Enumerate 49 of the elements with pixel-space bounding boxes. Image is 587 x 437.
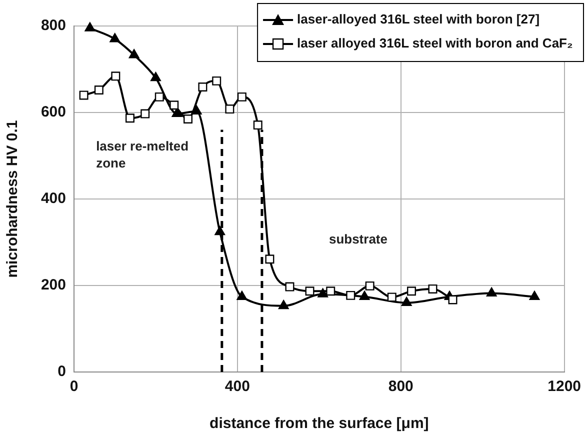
point: [359, 290, 370, 300]
x-tick-label: 800: [388, 378, 414, 396]
y-tick-label: 400: [40, 190, 66, 208]
point: [326, 286, 336, 296]
legend-label: laser alloyed 316L steel with boron and CaF₂: [297, 36, 573, 51]
point: [212, 76, 222, 86]
x-tick-label: 1200: [548, 378, 582, 396]
point: [225, 104, 234, 114]
point: [401, 296, 412, 306]
annotation: laser re-melted zone: [96, 138, 189, 170]
y-tick-label: 200: [40, 276, 66, 294]
point: [387, 292, 396, 302]
annotation: substrate: [328, 232, 388, 247]
point: [428, 284, 438, 294]
y-axis-title: microhardness HV 0.1: [4, 120, 22, 278]
point: [278, 300, 289, 310]
point: [448, 295, 458, 304]
point: [198, 82, 208, 92]
point: [253, 120, 262, 130]
point: [285, 282, 294, 292]
point: [154, 92, 164, 102]
point: [305, 286, 314, 296]
x-tick-label: 0: [70, 378, 78, 396]
y-tick-label: 600: [40, 104, 66, 121]
point: [110, 32, 120, 42]
point: [407, 286, 416, 296]
point: [128, 48, 140, 58]
point: [170, 100, 179, 110]
point: [529, 290, 540, 300]
point: [237, 92, 246, 102]
y-tick-label: 800: [40, 17, 66, 34]
point: [125, 114, 134, 123]
point: [94, 86, 104, 94]
x-axis-title: distance from the surface [μm]: [210, 415, 429, 432]
point: [79, 90, 88, 100]
y-tick-label: 0: [58, 363, 66, 380]
point: [184, 114, 192, 124]
legend-label: laser-alloyed 316L steel with boron [27]: [297, 12, 540, 27]
point: [84, 22, 96, 32]
point: [265, 254, 274, 264]
point: [140, 109, 150, 118]
point: [486, 287, 497, 297]
point: [346, 290, 356, 300]
point: [236, 290, 248, 300]
point: [111, 72, 120, 81]
point: [365, 281, 374, 290]
point: [150, 72, 161, 82]
x-tick-label: 400: [224, 378, 250, 396]
point: [214, 226, 226, 236]
